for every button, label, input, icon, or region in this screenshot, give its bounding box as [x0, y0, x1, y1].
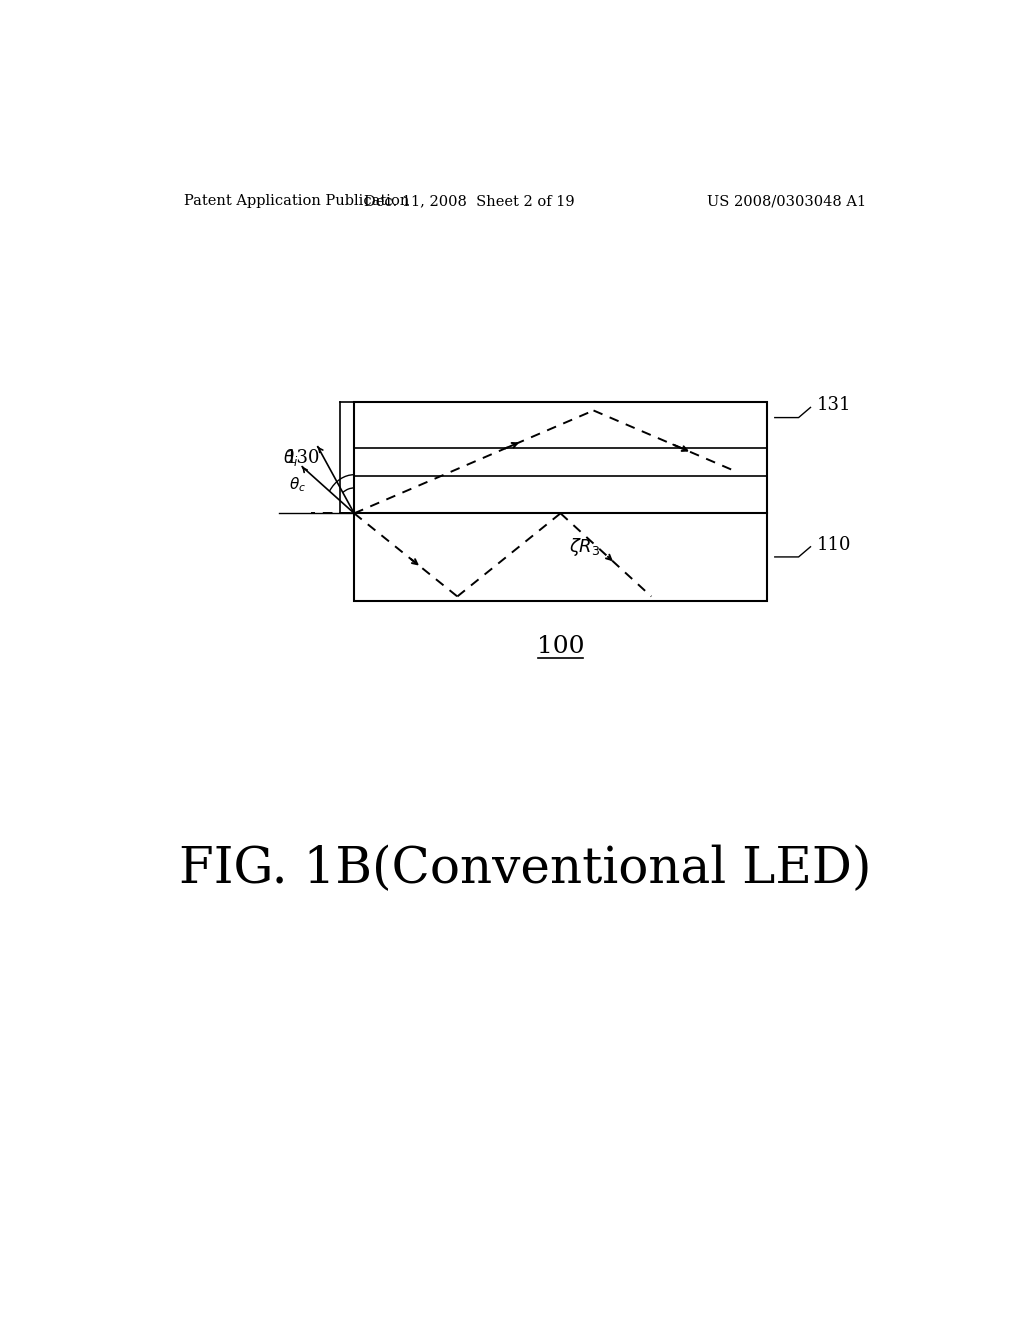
Text: $\zeta R_3$: $\zeta R_3$: [568, 536, 600, 558]
Text: Patent Application Publication: Patent Application Publication: [183, 194, 409, 209]
Text: 110: 110: [817, 536, 851, 553]
Text: US 2008/0303048 A1: US 2008/0303048 A1: [707, 194, 866, 209]
Text: 100: 100: [537, 635, 585, 657]
Text: FIG. 1B(Conventional LED): FIG. 1B(Conventional LED): [178, 845, 871, 895]
Text: 131: 131: [817, 396, 851, 414]
Text: $\theta_i$: $\theta_i$: [283, 447, 298, 467]
Text: Dec. 11, 2008  Sheet 2 of 19: Dec. 11, 2008 Sheet 2 of 19: [364, 194, 574, 209]
Bar: [354, 403, 767, 601]
Text: 130: 130: [286, 449, 321, 467]
Text: $\theta_c$: $\theta_c$: [289, 475, 305, 494]
